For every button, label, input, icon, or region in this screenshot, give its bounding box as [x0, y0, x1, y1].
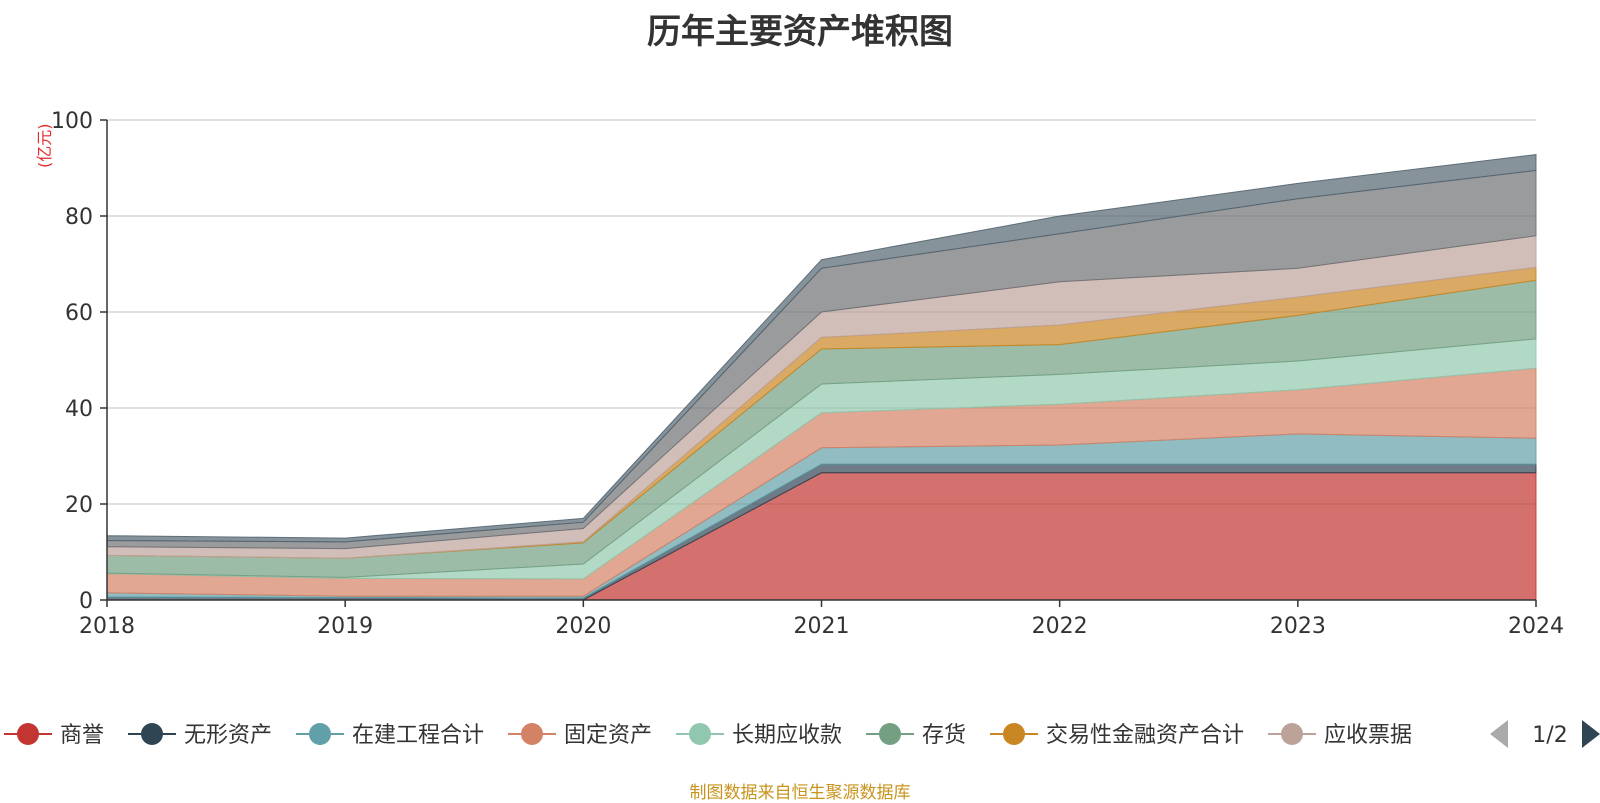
area-series-9[interactable]: [106, 154, 1537, 543]
x-tick-label-6: 2024: [1508, 614, 1564, 639]
legend-item-5[interactable]: 存货: [866, 723, 966, 748]
legend-item-7[interactable]: 应收票据: [1268, 723, 1412, 748]
legend-label-0: 商誉: [60, 723, 104, 748]
chart-title: 历年主要资产堆积图: [647, 12, 953, 52]
x-tick-label-0: 2018: [79, 614, 135, 639]
legend-item-6[interactable]: 交易性金融资产合计: [990, 723, 1244, 748]
legend-label-6: 交易性金融资产合计: [1046, 723, 1244, 748]
x-tick-label-2: 2020: [555, 614, 611, 639]
legend-marker-7: [1281, 723, 1303, 745]
y-axis-unit-label: (亿元): [35, 124, 54, 169]
legend-label-5: 存货: [922, 723, 966, 748]
legend-marker-1: [141, 723, 163, 745]
legend-label-4: 长期应收款: [732, 723, 842, 748]
legend-marker-2: [309, 723, 331, 745]
y-tick-label-2: 40: [65, 397, 93, 422]
legend-label-2: 在建工程合计: [352, 723, 484, 748]
axes: 0 20 40 60 80 100 2018 2019 2020 2021 2022 2023 2024: [51, 109, 1564, 639]
triangle-right-icon[interactable]: [1582, 720, 1600, 748]
legend-item-4[interactable]: 长期应收款: [676, 723, 842, 748]
legend-label-1: 无形资产: [184, 723, 272, 748]
x-tick-label-3: 2021: [794, 614, 850, 639]
x-tick-label-1: 2019: [317, 614, 373, 639]
y-tick-label-4: 80: [65, 205, 93, 230]
legend-marker-5: [879, 723, 901, 745]
legend-marker-6: [1003, 723, 1025, 745]
triangle-left-icon[interactable]: [1490, 720, 1508, 748]
y-tick-label-5: 100: [51, 109, 93, 134]
x-tick-label-5: 2023: [1270, 614, 1326, 639]
legend-item-1[interactable]: 无形资产: [128, 723, 272, 748]
legend-marker-3: [521, 723, 543, 745]
x-tick-label-4: 2022: [1032, 614, 1088, 639]
legend-label-7: 应收票据: [1324, 723, 1412, 748]
legend-marker-4: [689, 723, 711, 745]
source-note: 制图数据来自恒生聚源数据库: [689, 783, 911, 803]
legend-page-indicator: 1/2: [1532, 723, 1567, 748]
legend-item-0[interactable]: 商誉: [4, 723, 104, 748]
y-tick-label-1: 20: [65, 493, 93, 518]
legend-item-3[interactable]: 固定资产: [508, 723, 652, 748]
y-tick-label-3: 60: [65, 301, 93, 326]
legend-item-2[interactable]: 在建工程合计: [296, 723, 484, 748]
legend: 商誉 无形资产 在建工程合计 固定资产 长期应收款 存货 交易性金融资产合计 应收票据 1/2: [4, 720, 1600, 748]
legend-label-3: 固定资产: [564, 723, 652, 748]
legend-marker-0: [17, 723, 39, 745]
y-tick-label-0: 0: [79, 589, 93, 614]
area-series-layer: [106, 154, 1537, 601]
